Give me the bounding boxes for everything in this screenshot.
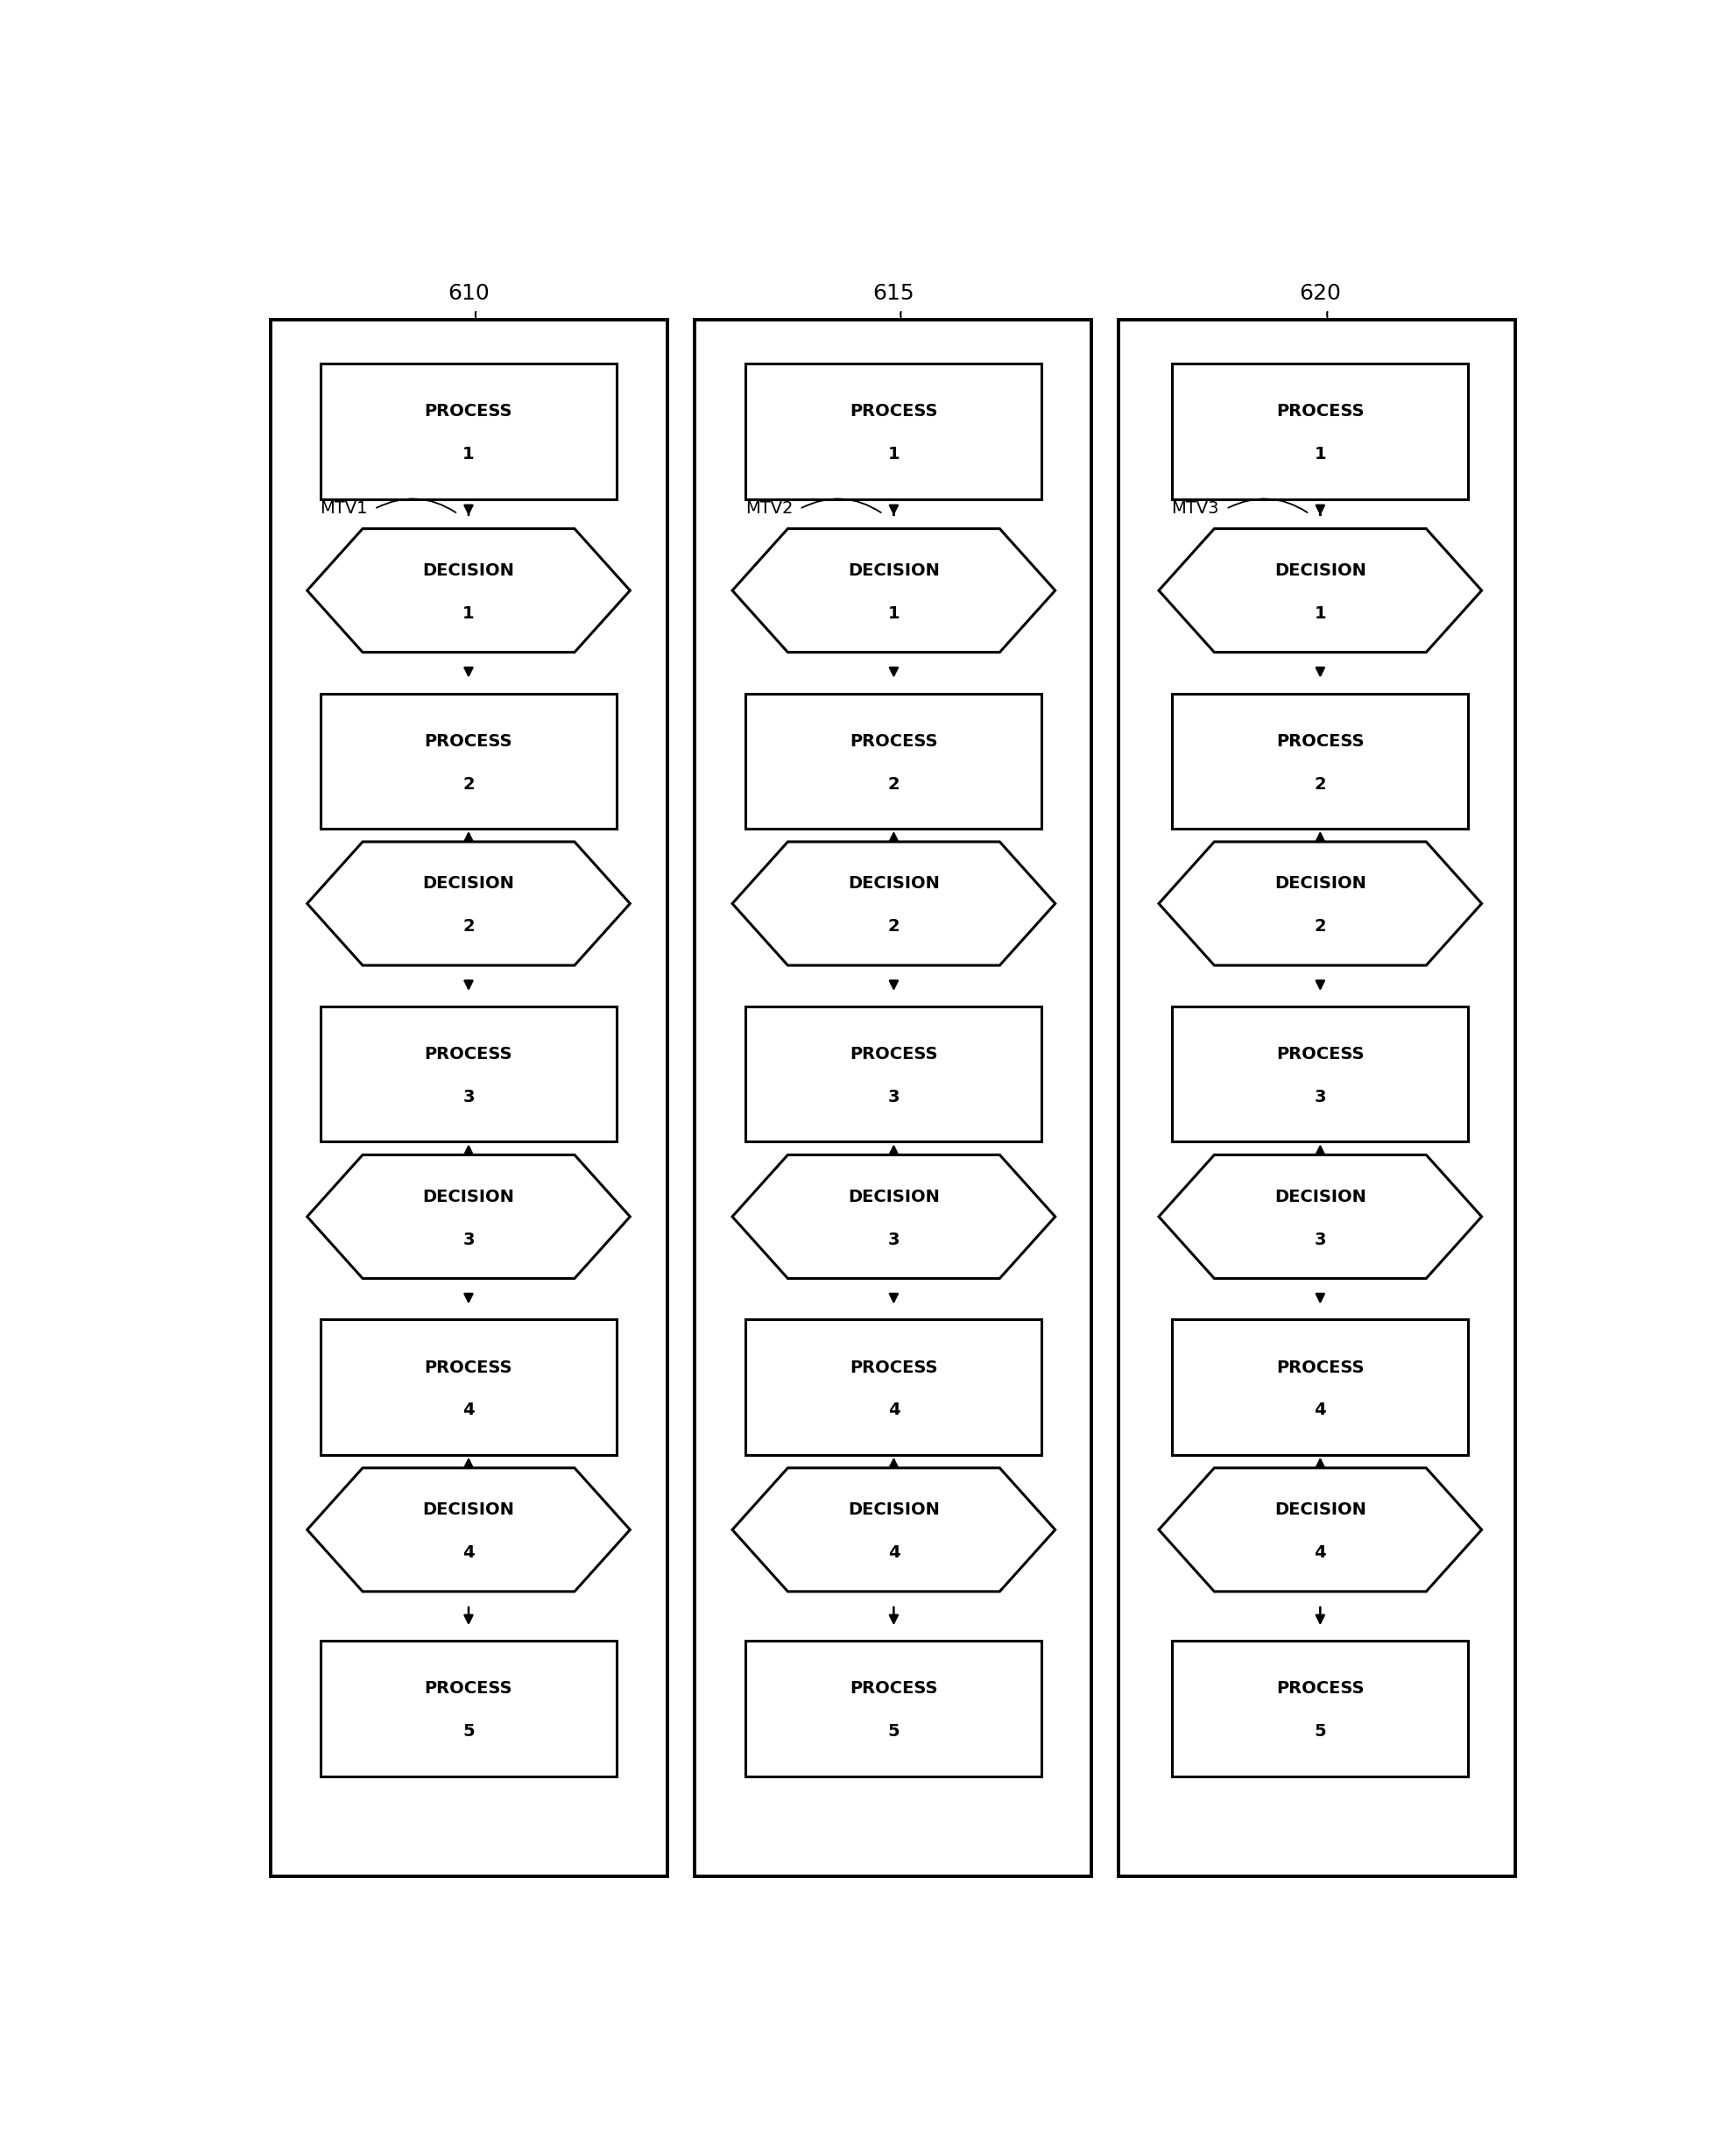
Text: DECISION: DECISION (1274, 1188, 1366, 1205)
Text: DECISION: DECISION (847, 1188, 939, 1205)
Bar (1172, 1320, 1469, 1455)
Text: MTV2: MTV2 (745, 501, 793, 518)
Text: DECISION: DECISION (422, 563, 514, 580)
Text: 1: 1 (1314, 606, 1326, 623)
Bar (271, 319, 668, 1877)
Text: PROCESS: PROCESS (1276, 1046, 1364, 1064)
Text: 1: 1 (887, 447, 899, 462)
Bar (1172, 693, 1469, 828)
Polygon shape (1160, 1156, 1481, 1278)
Text: 3: 3 (1314, 1230, 1326, 1248)
Polygon shape (1160, 529, 1481, 653)
Text: DECISION: DECISION (1274, 563, 1366, 580)
Text: 4: 4 (1314, 1545, 1326, 1560)
Bar (1172, 1006, 1469, 1141)
Text: DECISION: DECISION (1274, 875, 1366, 892)
Text: 610: 610 (448, 282, 490, 304)
Polygon shape (1160, 1468, 1481, 1592)
Text: 615: 615 (873, 282, 915, 304)
Text: 2: 2 (887, 777, 899, 792)
Text: 4: 4 (462, 1402, 474, 1419)
Text: 5: 5 (1314, 1723, 1326, 1740)
Text: 3: 3 (1314, 1089, 1326, 1106)
Polygon shape (733, 1468, 1055, 1592)
Text: PROCESS: PROCESS (425, 1680, 512, 1697)
Text: DECISION: DECISION (847, 1502, 939, 1517)
Text: DECISION: DECISION (847, 563, 939, 580)
Text: MTV3: MTV3 (1172, 501, 1219, 518)
Polygon shape (307, 529, 630, 653)
Bar (1172, 364, 1469, 499)
Text: 2: 2 (887, 918, 899, 935)
Text: 5: 5 (887, 1723, 899, 1740)
Text: PROCESS: PROCESS (849, 1680, 937, 1697)
Text: 3: 3 (887, 1230, 899, 1248)
Bar (746, 364, 1042, 499)
Text: PROCESS: PROCESS (849, 1046, 937, 1064)
Bar (321, 1641, 616, 1776)
Polygon shape (307, 1468, 630, 1592)
Text: PROCESS: PROCESS (1276, 1359, 1364, 1376)
Text: 3: 3 (464, 1089, 474, 1106)
Polygon shape (307, 1156, 630, 1278)
Text: 2: 2 (1314, 918, 1326, 935)
Text: 1: 1 (462, 606, 474, 623)
Text: PROCESS: PROCESS (425, 1046, 512, 1064)
Text: 2: 2 (462, 918, 474, 935)
Bar (746, 693, 1042, 828)
Text: 1: 1 (1314, 447, 1326, 462)
Bar (746, 1006, 1042, 1141)
Bar (746, 1641, 1042, 1776)
Text: PROCESS: PROCESS (1276, 1680, 1364, 1697)
Bar (1172, 1641, 1469, 1776)
Text: 3: 3 (464, 1230, 474, 1248)
Text: PROCESS: PROCESS (425, 402, 512, 419)
Text: DECISION: DECISION (1274, 1502, 1366, 1517)
Text: 5: 5 (462, 1723, 474, 1740)
Bar (321, 1320, 616, 1455)
Text: 3: 3 (887, 1089, 899, 1106)
Polygon shape (1160, 841, 1481, 965)
Bar (321, 1006, 616, 1141)
Polygon shape (733, 529, 1055, 653)
Text: 1: 1 (462, 447, 474, 462)
Text: 2: 2 (1314, 777, 1326, 792)
Polygon shape (733, 1156, 1055, 1278)
Bar (694, 319, 1092, 1877)
Text: 620: 620 (1299, 282, 1342, 304)
Text: PROCESS: PROCESS (849, 402, 937, 419)
Bar (321, 364, 616, 499)
Text: DECISION: DECISION (422, 875, 514, 892)
Text: PROCESS: PROCESS (1276, 402, 1364, 419)
Text: DECISION: DECISION (847, 875, 939, 892)
Text: DECISION: DECISION (422, 1502, 514, 1517)
Text: PROCESS: PROCESS (425, 732, 512, 749)
Text: PROCESS: PROCESS (425, 1359, 512, 1376)
Text: 4: 4 (887, 1402, 899, 1419)
Text: 4: 4 (462, 1545, 474, 1560)
Text: 4: 4 (887, 1545, 899, 1560)
Bar (321, 693, 616, 828)
Text: PROCESS: PROCESS (849, 732, 937, 749)
Text: MTV1: MTV1 (319, 501, 368, 518)
Polygon shape (733, 841, 1055, 965)
Text: PROCESS: PROCESS (849, 1359, 937, 1376)
Text: 2: 2 (462, 777, 474, 792)
Text: 4: 4 (1314, 1402, 1326, 1419)
Text: 1: 1 (887, 606, 899, 623)
Bar (746, 1320, 1042, 1455)
Bar (1118, 319, 1516, 1877)
Text: PROCESS: PROCESS (1276, 732, 1364, 749)
Polygon shape (307, 841, 630, 965)
Text: DECISION: DECISION (422, 1188, 514, 1205)
